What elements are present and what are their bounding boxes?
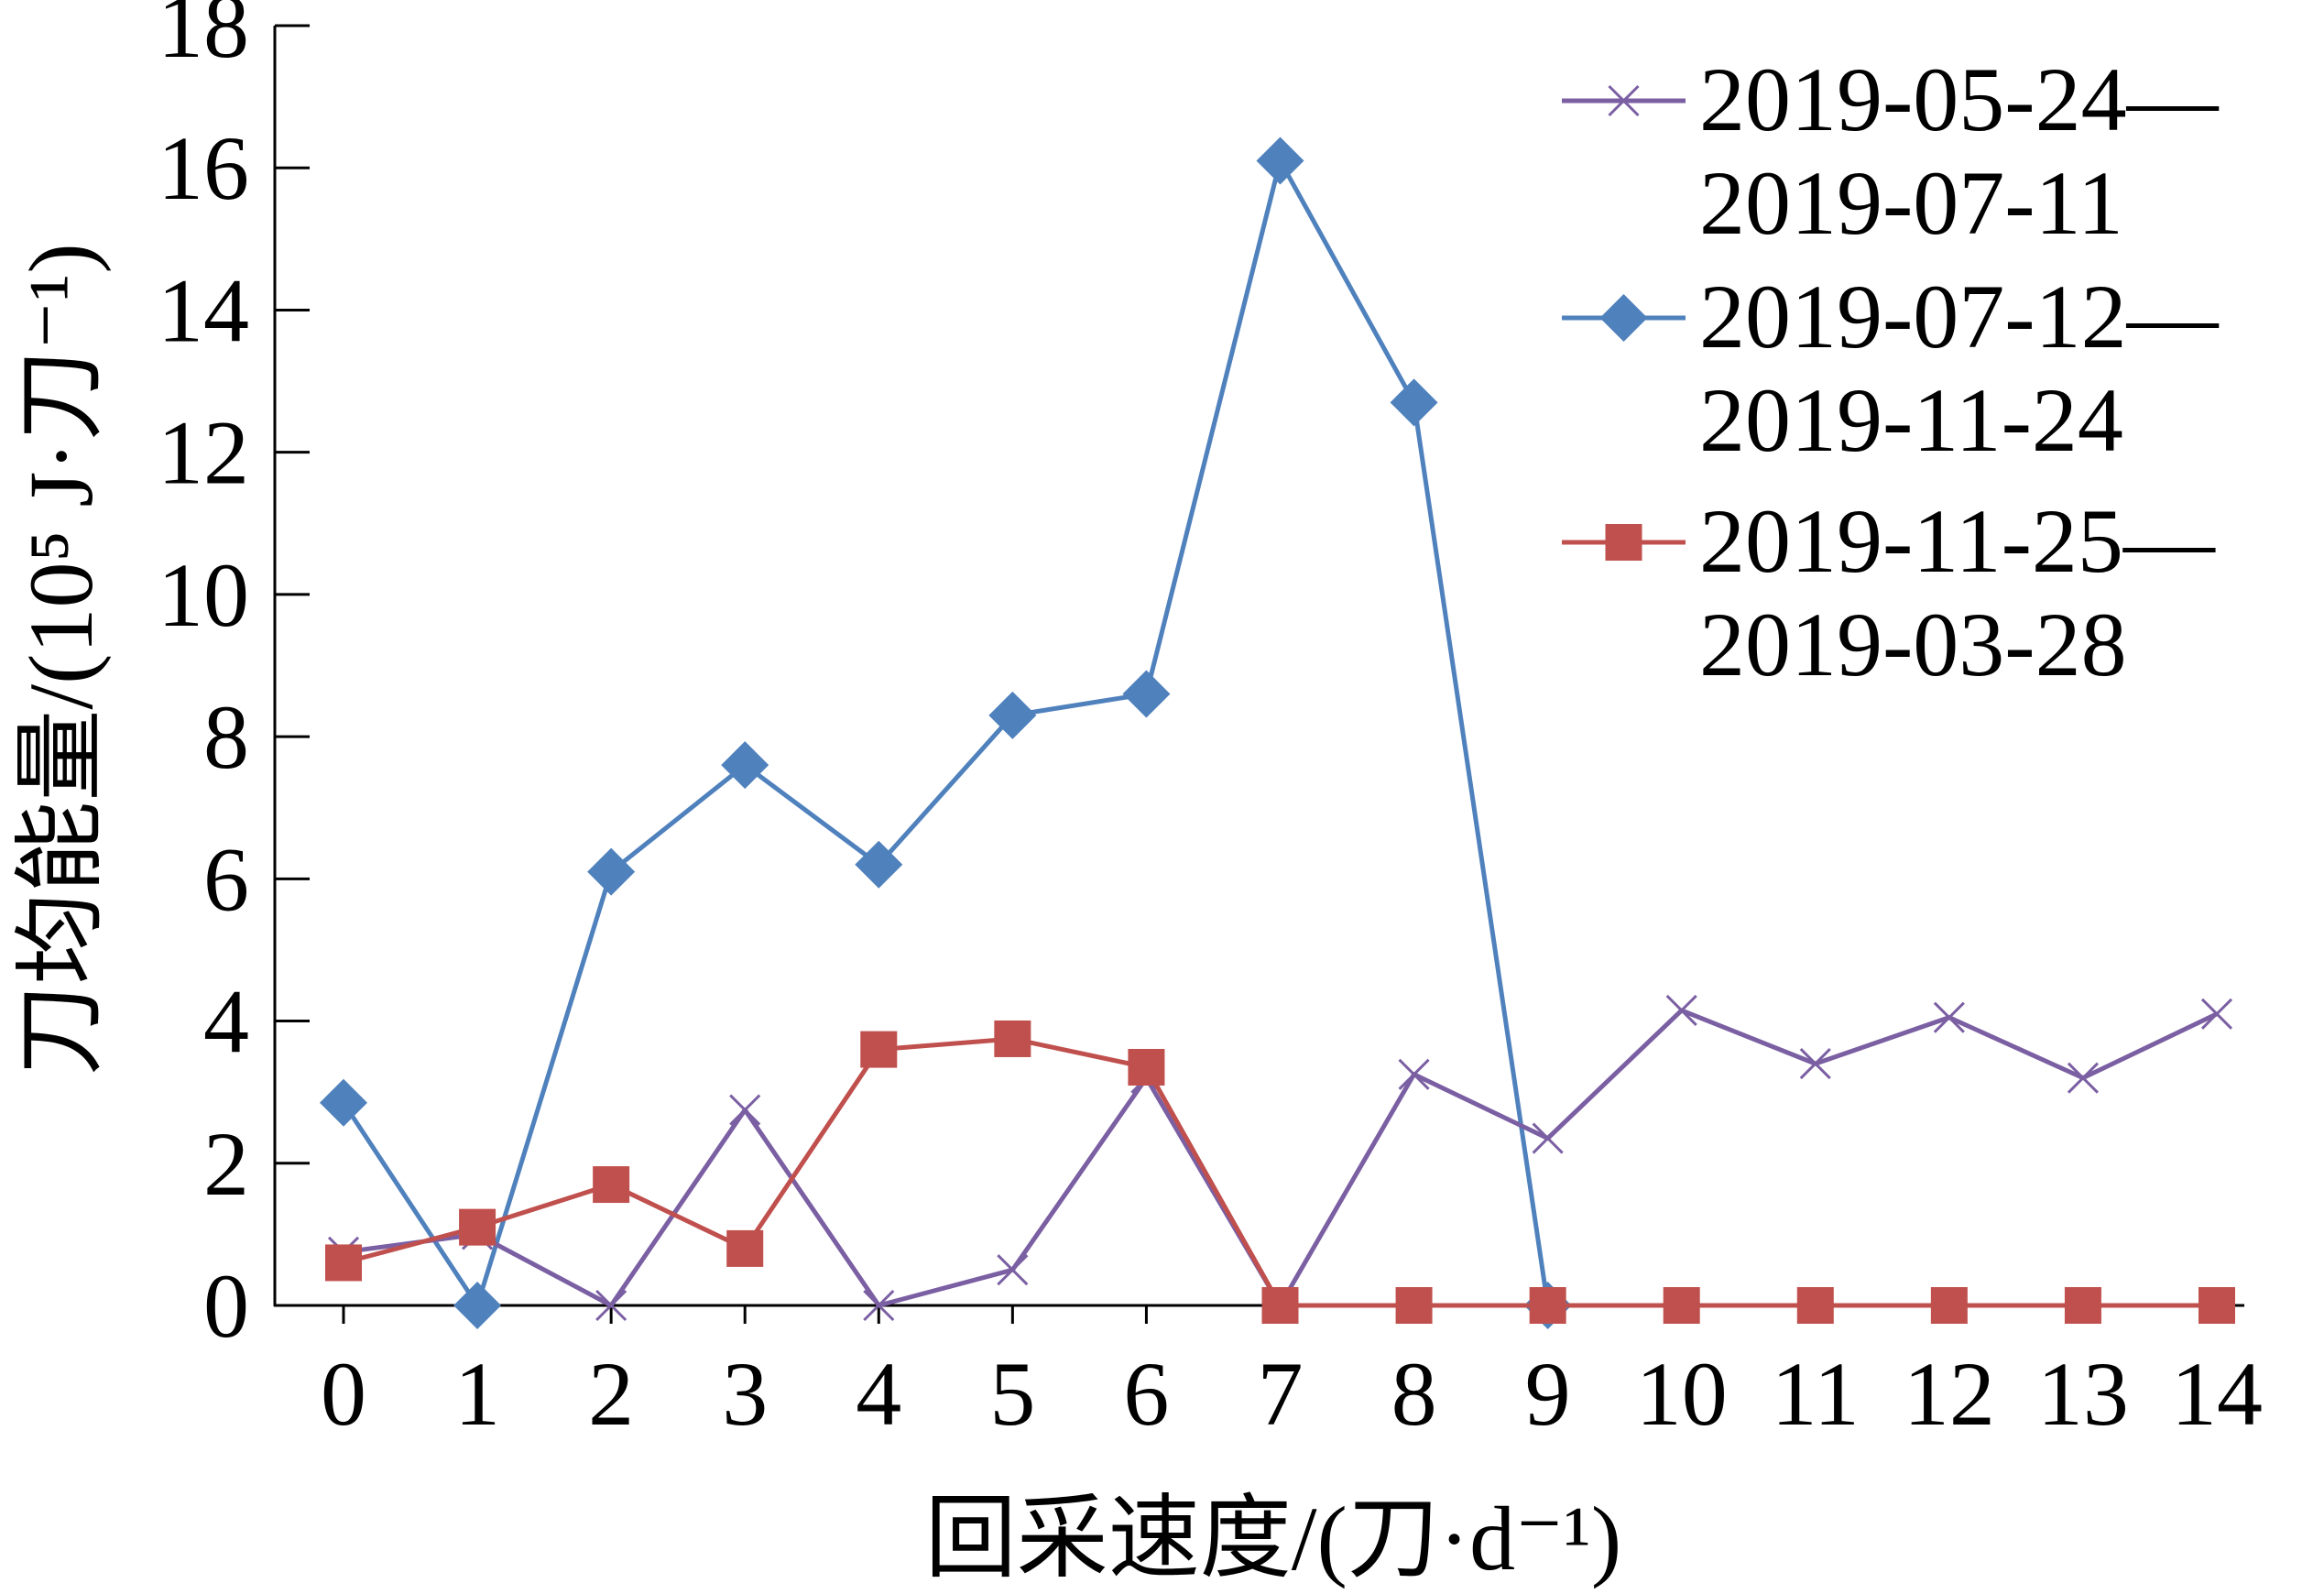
data-point bbox=[1665, 994, 1697, 1026]
y-tick-label: 8 bbox=[203, 686, 249, 788]
x-tick-label: 9 bbox=[1525, 1343, 1571, 1445]
data-point bbox=[1930, 1287, 1968, 1324]
data-point bbox=[2200, 998, 2233, 1030]
y-axis-ticks: 0 2 4 6 8 10 12 14 16 18 bbox=[158, 0, 310, 1357]
data-point bbox=[1128, 1049, 1165, 1086]
legend-label: 2019-11-25— bbox=[1699, 490, 2216, 592]
data-point bbox=[1261, 1287, 1299, 1324]
x-tick-label: 1 bbox=[454, 1343, 500, 1445]
data-point bbox=[855, 840, 903, 889]
marker-stroke bbox=[1933, 1001, 1965, 1033]
legend-swatch-marker bbox=[1599, 294, 1648, 342]
data-point bbox=[997, 1254, 1029, 1286]
data-point bbox=[325, 1244, 362, 1282]
x-axis-ticks: 0 1 2 3 4 5 6 7 8 9 10 11 12 13 14 bbox=[321, 1305, 2263, 1445]
marker-stroke bbox=[1532, 1122, 1564, 1154]
x-tick-label: 2 bbox=[588, 1343, 634, 1445]
data-point bbox=[863, 1289, 895, 1322]
data-point bbox=[1395, 1287, 1433, 1324]
y-tick-label: 14 bbox=[158, 259, 249, 361]
data-point bbox=[1398, 1058, 1430, 1090]
data-point bbox=[587, 847, 636, 896]
marker-stroke bbox=[729, 1094, 761, 1126]
y-axis-label: 刀均能量/(10⁵ J·刀⁻¹) bbox=[10, 243, 112, 1075]
data-point bbox=[860, 1031, 898, 1068]
y-tick-label: 18 bbox=[158, 0, 249, 77]
data-point bbox=[1796, 1287, 1834, 1324]
series-x bbox=[327, 994, 2233, 1322]
y-tick-label: 0 bbox=[203, 1255, 249, 1357]
legend-entry: 2019-05-24—2019-07-11 bbox=[1562, 49, 2220, 254]
x-tick-label: 7 bbox=[1258, 1343, 1304, 1445]
y-tick-label: 2 bbox=[203, 1113, 249, 1215]
plot-area bbox=[320, 136, 2235, 1329]
legend: 2019-05-24—2019-07-112019-07-12—2019-11-… bbox=[1562, 49, 2220, 695]
data-point bbox=[2064, 1287, 2101, 1324]
data-point bbox=[593, 1166, 630, 1204]
data-point bbox=[988, 691, 1037, 739]
data-point bbox=[994, 1020, 1031, 1057]
x-tick-label: 5 bbox=[989, 1343, 1035, 1445]
x-tick-label: 4 bbox=[856, 1343, 901, 1445]
marker-stroke bbox=[1665, 994, 1697, 1026]
marker-stroke bbox=[863, 1289, 895, 1322]
legend-swatch-marker bbox=[1608, 84, 1640, 117]
x-tick-label: 14 bbox=[2171, 1343, 2263, 1445]
series-line bbox=[343, 1008, 2219, 1308]
data-point bbox=[459, 1208, 496, 1246]
x-axis-label: 回采速度/(刀·d⁻¹) bbox=[925, 1488, 1621, 1589]
y-tick-label: 16 bbox=[158, 117, 249, 219]
data-point bbox=[1663, 1287, 1700, 1324]
data-point bbox=[1933, 1001, 1965, 1033]
marker-stroke bbox=[595, 1289, 627, 1322]
data-point bbox=[453, 1282, 502, 1329]
legend-label: 2019-07-11 bbox=[1699, 152, 2123, 254]
legend-swatch-marker bbox=[1605, 524, 1642, 561]
x-tick-label: 3 bbox=[722, 1343, 768, 1445]
x-tick-label: 13 bbox=[2037, 1343, 2129, 1445]
data-point bbox=[2067, 1062, 2099, 1094]
y-tick-label: 10 bbox=[158, 544, 249, 646]
legend-entry: 2019-11-25—2019-03-28 bbox=[1562, 490, 2216, 695]
series-line bbox=[341, 158, 1551, 1308]
data-point bbox=[1390, 378, 1438, 427]
y-tick-label: 4 bbox=[203, 971, 249, 1073]
legend-label: 2019-03-28 bbox=[1699, 594, 2127, 695]
series-square bbox=[325, 1020, 2235, 1324]
data-point bbox=[1122, 670, 1171, 718]
marker-stroke bbox=[2067, 1062, 2099, 1094]
data-point bbox=[1529, 1287, 1566, 1324]
x-tick-label: 8 bbox=[1391, 1343, 1437, 1445]
marker-stroke bbox=[2200, 998, 2233, 1030]
marker-stroke bbox=[1608, 84, 1640, 117]
marker-stroke bbox=[1799, 1048, 1831, 1080]
data-point bbox=[320, 1078, 367, 1127]
legend-entry: 2019-07-12—2019-11-24 bbox=[1562, 266, 2220, 471]
data-point bbox=[595, 1289, 627, 1322]
data-point bbox=[1799, 1048, 1831, 1080]
y-tick-label: 12 bbox=[158, 402, 249, 504]
data-point bbox=[2199, 1287, 2235, 1324]
x-tick-label: 6 bbox=[1123, 1343, 1169, 1445]
marker-stroke bbox=[1398, 1058, 1430, 1090]
x-tick-label: 11 bbox=[1772, 1343, 1860, 1445]
series-diamond bbox=[320, 136, 1572, 1329]
y-tick-label: 6 bbox=[203, 828, 249, 930]
data-point bbox=[721, 741, 769, 790]
marker-stroke bbox=[997, 1254, 1029, 1286]
legend-label: 2019-05-24— bbox=[1699, 49, 2220, 150]
data-point bbox=[726, 1229, 764, 1267]
data-point bbox=[1256, 136, 1304, 185]
data-point bbox=[1532, 1122, 1564, 1154]
x-tick-label: 10 bbox=[1636, 1343, 1728, 1445]
x-tick-label: 0 bbox=[321, 1343, 366, 1445]
legend-label: 2019-11-24 bbox=[1699, 369, 2123, 471]
x-tick-label: 12 bbox=[1904, 1343, 1995, 1445]
legend-label: 2019-07-12— bbox=[1699, 266, 2220, 367]
data-point bbox=[729, 1094, 761, 1126]
